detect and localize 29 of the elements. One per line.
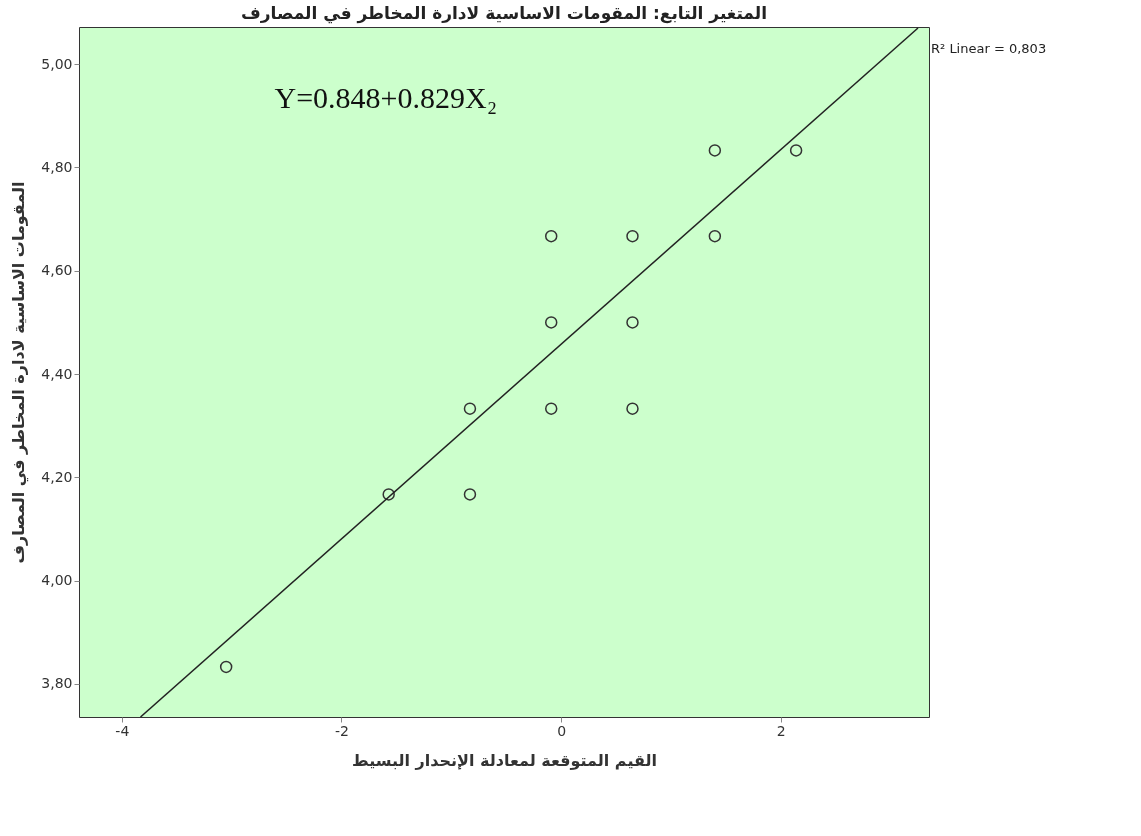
annotation: Y=0.848+0.829X₂ [274, 81, 498, 115]
y-tick-label: 4,20 [41, 468, 73, 485]
point [626, 229, 639, 243]
point [219, 660, 233, 674]
point [626, 402, 639, 415]
x-tick-label: 0 [557, 722, 567, 739]
point [463, 402, 477, 415]
point [545, 402, 558, 415]
y-tick-label: 5,00 [41, 55, 73, 72]
point [626, 316, 639, 329]
y-axis-title: المقومات الاساسية لادارة المخاطر في المصارف [9, 181, 30, 564]
point [708, 229, 722, 243]
y-tick-label: 4,60 [41, 262, 73, 279]
y-tick-label: 4,00 [41, 572, 73, 589]
x-axis-title: القيم المتوقعة لمعادلة الإنحدار البسيط [352, 750, 657, 770]
point [463, 488, 477, 501]
text: R² Linear = 0,803 [931, 41, 1047, 56]
x-tick-label: -2 [334, 722, 349, 739]
point [708, 144, 722, 157]
chart-title: المتغير التابع: المقومات الاساسية لادارة المخاطر في المصارف [241, 3, 767, 24]
point [545, 229, 558, 243]
y-tick-label: 4,80 [41, 158, 73, 175]
x-tick-label: 2 [776, 722, 786, 739]
y-tick-label: 4,40 [41, 365, 73, 382]
y-tick-label: 3,80 [41, 675, 73, 692]
point [545, 316, 558, 329]
x-tick-label: -4 [115, 722, 130, 739]
point [789, 144, 803, 157]
point [382, 488, 395, 501]
